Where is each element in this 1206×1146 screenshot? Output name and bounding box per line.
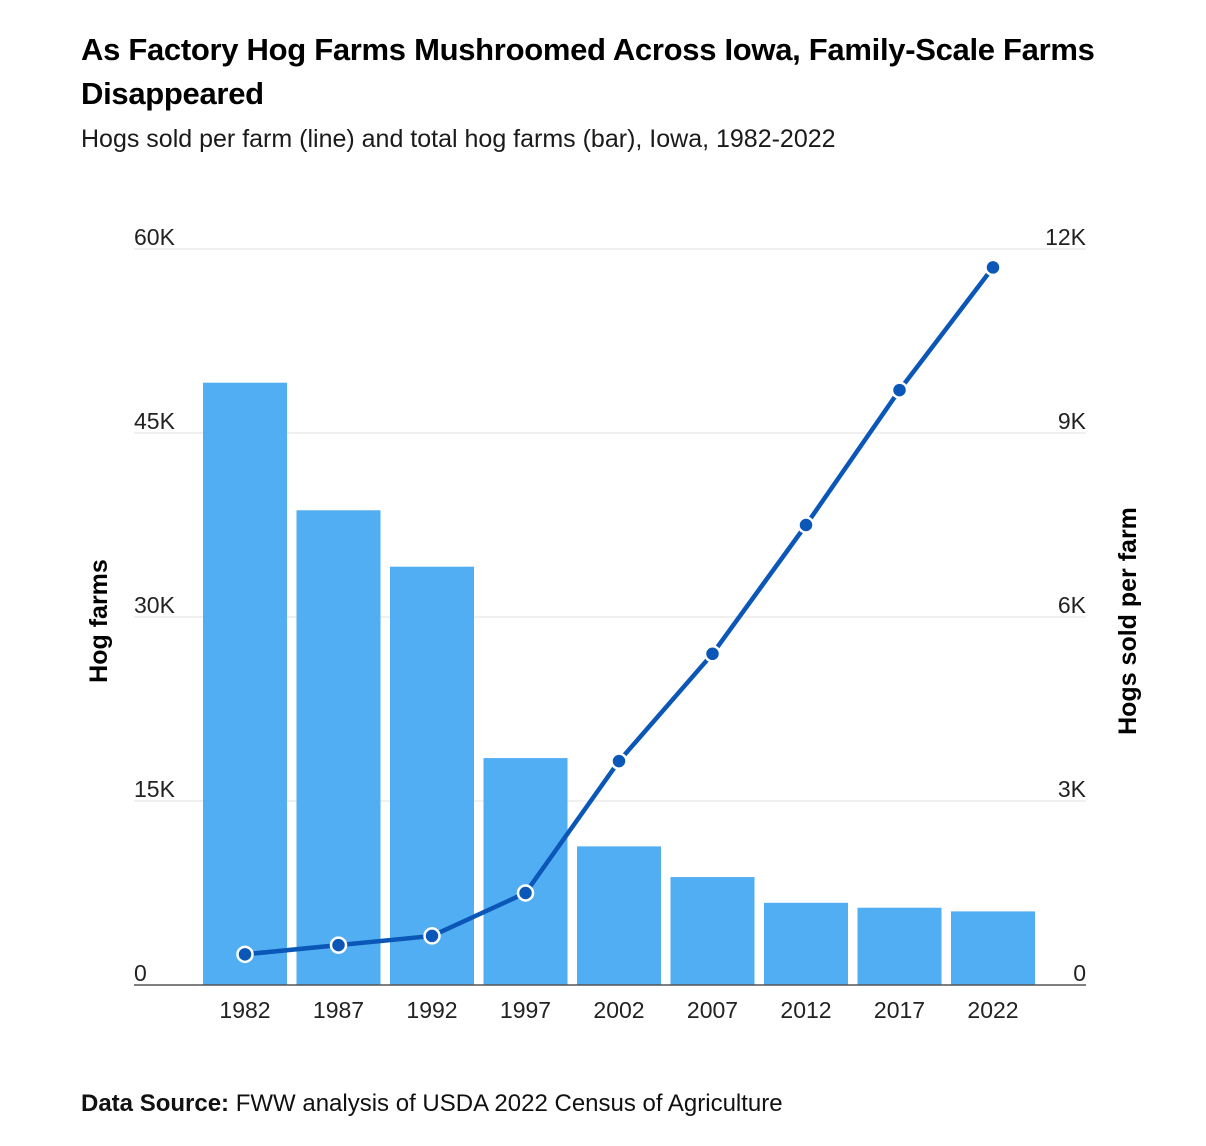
gridlines <box>134 248 1086 802</box>
line-point-2012 <box>797 516 815 534</box>
x-tick-label: 2017 <box>874 997 925 1023</box>
line-point-1982 <box>236 945 254 964</box>
data-source-text: FWW analysis of USDA 2022 Census of Agri… <box>235 1090 783 1117</box>
right-tick-label: 12K <box>1045 224 1087 250</box>
left-axis-ticks: 0 15K 30K 45K 60K <box>134 224 176 986</box>
x-tick-label: 1997 <box>500 997 551 1023</box>
left-tick-label: 30K <box>134 592 176 618</box>
line-point-2007 <box>703 645 722 663</box>
x-tick-label: 2012 <box>780 997 831 1023</box>
x-tick-label: 1982 <box>219 997 270 1023</box>
line-point-2022 <box>984 258 1002 277</box>
x-tick-label: 2007 <box>687 997 738 1023</box>
bar-2017 <box>857 907 942 985</box>
bar-2012 <box>764 902 848 985</box>
line-point-1997 <box>516 884 535 902</box>
chart-title: As Factory Hog Farms Mushroomed Across I… <box>81 32 1095 111</box>
left-tick-label: 60K <box>134 224 176 250</box>
line-series <box>236 258 1002 964</box>
bar-2022 <box>951 911 1035 985</box>
bar-2002 <box>577 846 661 985</box>
x-tick-label: 1987 <box>313 997 364 1023</box>
left-tick-label: 45K <box>134 408 176 434</box>
left-tick-label: 0 <box>134 960 147 986</box>
x-axis-ticks: 1982 1987 1992 1997 2002 2007 2012 2017 2022 <box>219 997 1018 1023</box>
line-point-1992 <box>423 927 441 945</box>
right-tick-label: 0 <box>1073 960 1086 986</box>
right-tick-label: 3K <box>1058 776 1087 802</box>
bar-1982 <box>203 382 287 985</box>
right-tick-label: 6K <box>1058 592 1087 618</box>
x-tick-label: 2022 <box>967 997 1018 1023</box>
bar-1987 <box>296 510 381 985</box>
left-tick-label: 15K <box>134 776 176 802</box>
bar-1992 <box>390 566 474 985</box>
line-point-2017 <box>890 381 909 399</box>
bar-1997 <box>483 758 568 985</box>
combo-chart: 0 15K 30K 45K 60K 0 3K 6K 9K 12K 1982 1987 1992 199… <box>85 224 1142 1023</box>
bar-2007 <box>670 877 755 985</box>
bar-series <box>203 382 1035 985</box>
right-tick-label: 9K <box>1058 408 1087 434</box>
data-source-label: Data Source: <box>81 1090 230 1117</box>
line-point-2002 <box>610 752 628 770</box>
x-tick-label: 2002 <box>593 997 644 1023</box>
right-axis-ticks: 0 3K 6K 9K 12K <box>1045 224 1087 986</box>
right-axis-title: Hogs sold per farm <box>1114 507 1142 735</box>
chart-subtitle: Hogs sold per farm (line) and total hog … <box>81 125 836 153</box>
x-tick-label: 1992 <box>406 997 457 1023</box>
left-axis-title: Hog farms <box>85 559 113 683</box>
data-source: Data Source: FWW analysis of USDA 2022 C… <box>81 1088 783 1120</box>
line-point-1987 <box>329 936 348 954</box>
